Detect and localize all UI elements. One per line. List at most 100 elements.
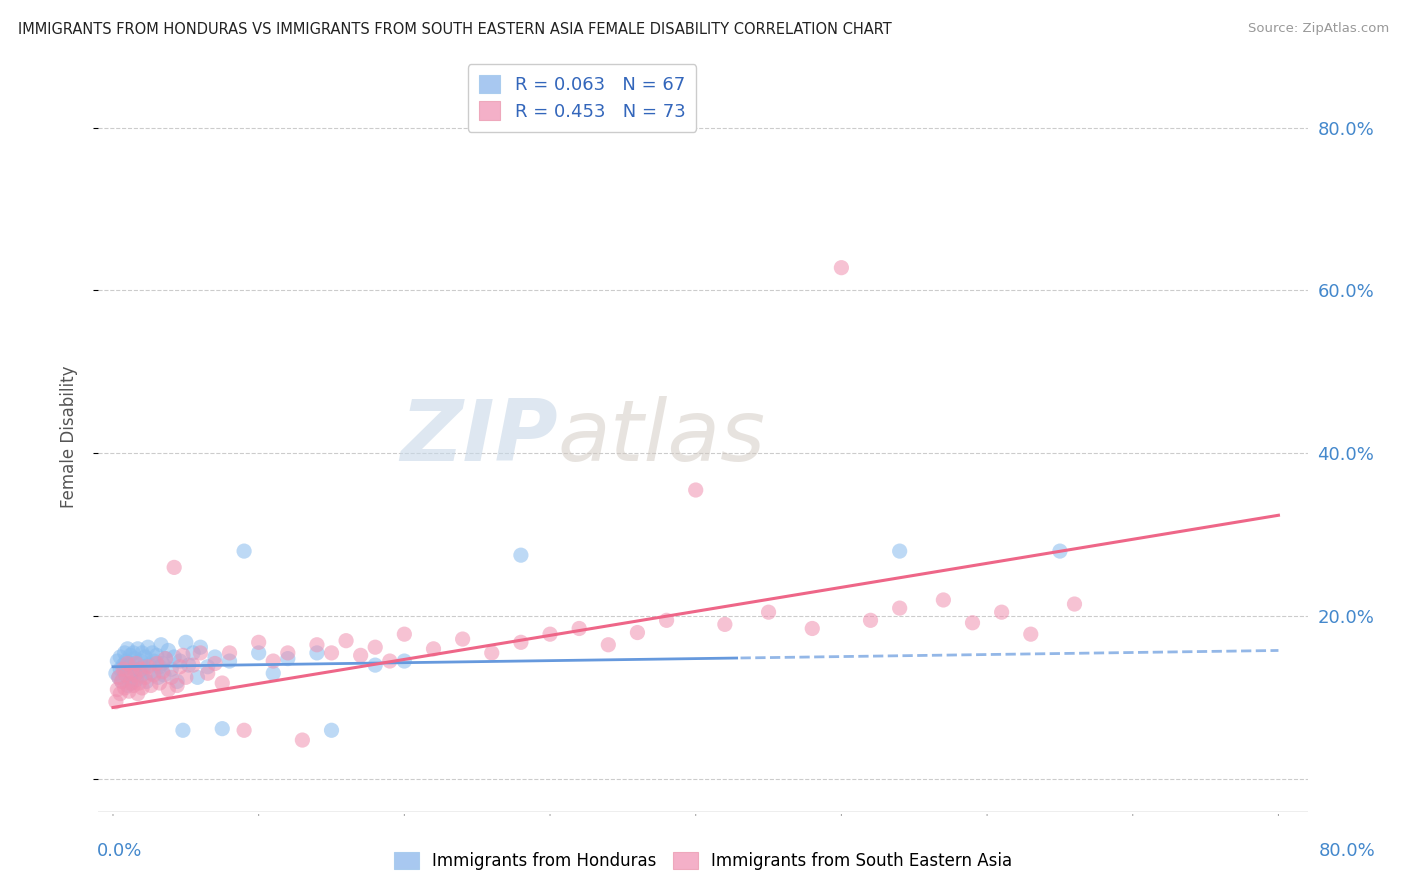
Point [108,670,131,684]
Point [163,650,186,665]
Point [451,632,474,646]
Point [394,627,416,641]
Point [112,662,135,676]
Point [129,654,152,668]
Point [114,646,136,660]
Point [335,633,357,648]
Point [1049,544,1071,558]
Point [145,648,167,663]
Point [104,695,127,709]
Point [1019,627,1042,641]
Point [114,666,136,681]
Point [139,666,162,681]
Point [153,668,176,682]
Text: 80.0%: 80.0% [1319,842,1375,860]
Point [124,651,146,665]
Point [197,666,219,681]
Point [889,601,911,615]
Point [124,668,146,682]
Y-axis label: Female Disability: Female Disability [59,366,77,508]
Point [121,657,143,671]
Point [394,654,416,668]
Legend: Immigrants from Honduras, Immigrants from South Eastern Asia: Immigrants from Honduras, Immigrants fro… [387,845,1019,877]
Point [190,640,212,655]
Text: 0.0%: 0.0% [97,842,142,860]
Point [169,659,191,673]
Legend: R = 0.063   N = 67, R = 0.453   N = 73: R = 0.063 N = 67, R = 0.453 N = 73 [468,64,696,131]
Point [149,676,172,690]
Point [197,659,219,673]
Text: ZIP: ZIP [401,395,558,479]
Point [655,613,678,627]
Point [124,662,146,676]
Point [247,635,270,649]
Point [889,544,911,558]
Point [142,668,165,682]
Point [157,682,180,697]
Point [204,657,226,671]
Point [121,665,143,679]
Point [568,622,591,636]
Point [364,658,387,673]
Point [157,643,180,657]
Point [166,674,188,689]
Point [115,668,138,682]
Point [134,670,156,684]
Point [152,657,174,671]
Point [932,593,955,607]
Point [132,659,155,673]
Point [155,651,177,665]
Point [233,723,256,738]
Point [120,676,142,690]
Point [166,678,188,692]
Point [134,650,156,665]
Point [155,651,177,665]
Point [118,684,141,698]
Point [626,625,648,640]
Point [136,640,159,655]
Point [110,650,132,665]
Point [141,646,163,660]
Point [117,641,139,656]
Point [305,638,328,652]
Point [120,670,142,684]
Point [163,560,186,574]
Point [174,670,197,684]
Point [481,646,503,660]
Text: atlas: atlas [558,395,766,479]
Point [174,635,197,649]
Point [172,648,194,663]
Point [145,657,167,671]
Point [859,613,882,627]
Point [128,676,150,690]
Point [122,678,145,692]
Point [121,676,143,690]
Point [758,605,780,619]
Point [110,662,132,676]
Point [111,674,134,689]
Point [117,657,139,671]
Point [277,651,299,665]
Point [181,658,204,673]
Point [136,659,159,673]
Point [127,641,149,656]
Point [128,665,150,679]
Point [509,635,531,649]
Point [131,646,153,660]
Point [305,646,328,660]
Point [111,674,134,689]
Point [211,722,233,736]
Point [321,723,343,738]
Point [509,548,531,562]
Point [149,659,172,673]
Point [177,658,200,673]
Point [218,646,240,660]
Point [160,662,183,676]
Point [277,646,299,660]
Point [378,654,401,668]
Point [152,665,174,679]
Point [685,483,707,497]
Text: IMMIGRANTS FROM HONDURAS VS IMMIGRANTS FROM SOUTH EASTERN ASIA FEMALE DISABILITY: IMMIGRANTS FROM HONDURAS VS IMMIGRANTS F… [18,22,891,37]
Point [115,654,138,668]
Point [364,640,387,655]
